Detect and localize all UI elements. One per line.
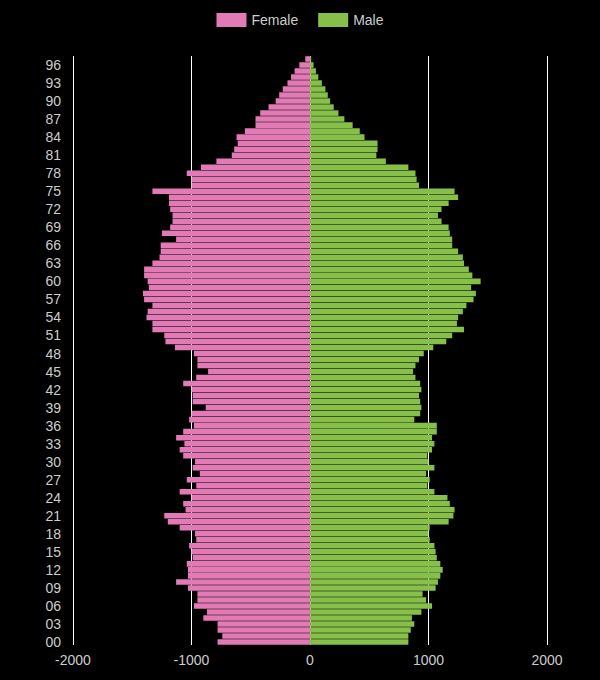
- svg-text:96: 96: [45, 57, 61, 73]
- svg-text:-2000: -2000: [55, 652, 91, 668]
- svg-text:78: 78: [45, 165, 61, 181]
- svg-text:33: 33: [45, 436, 61, 452]
- svg-text:60: 60: [45, 273, 61, 289]
- svg-text:45: 45: [45, 364, 61, 380]
- svg-text:00: 00: [45, 634, 61, 650]
- svg-text:03: 03: [45, 616, 61, 632]
- svg-text:2000: 2000: [531, 652, 562, 668]
- svg-text:75: 75: [45, 183, 61, 199]
- svg-text:48: 48: [45, 346, 61, 362]
- svg-text:39: 39: [45, 400, 61, 416]
- svg-text:54: 54: [45, 309, 61, 325]
- svg-text:42: 42: [45, 382, 61, 398]
- svg-text:27: 27: [45, 472, 61, 488]
- svg-text:15: 15: [45, 544, 61, 560]
- svg-text:81: 81: [45, 147, 61, 163]
- svg-text:Female: Female: [251, 12, 298, 28]
- svg-text:Male: Male: [353, 12, 384, 28]
- svg-text:24: 24: [45, 490, 61, 506]
- svg-text:69: 69: [45, 219, 61, 235]
- svg-text:51: 51: [45, 327, 61, 343]
- svg-text:1000: 1000: [413, 652, 444, 668]
- svg-text:09: 09: [45, 580, 61, 596]
- svg-text:21: 21: [45, 508, 61, 524]
- svg-text:63: 63: [45, 255, 61, 271]
- svg-text:84: 84: [45, 129, 61, 145]
- svg-text:57: 57: [45, 291, 61, 307]
- svg-text:66: 66: [45, 237, 61, 253]
- svg-text:90: 90: [45, 93, 61, 109]
- svg-text:06: 06: [45, 598, 61, 614]
- svg-text:93: 93: [45, 75, 61, 91]
- svg-text:72: 72: [45, 201, 61, 217]
- svg-text:36: 36: [45, 418, 61, 434]
- svg-text:-1000: -1000: [174, 652, 210, 668]
- svg-text:30: 30: [45, 454, 61, 470]
- svg-text:87: 87: [45, 111, 61, 127]
- svg-text:18: 18: [45, 526, 61, 542]
- svg-text:12: 12: [45, 562, 61, 578]
- svg-text:0: 0: [306, 652, 314, 668]
